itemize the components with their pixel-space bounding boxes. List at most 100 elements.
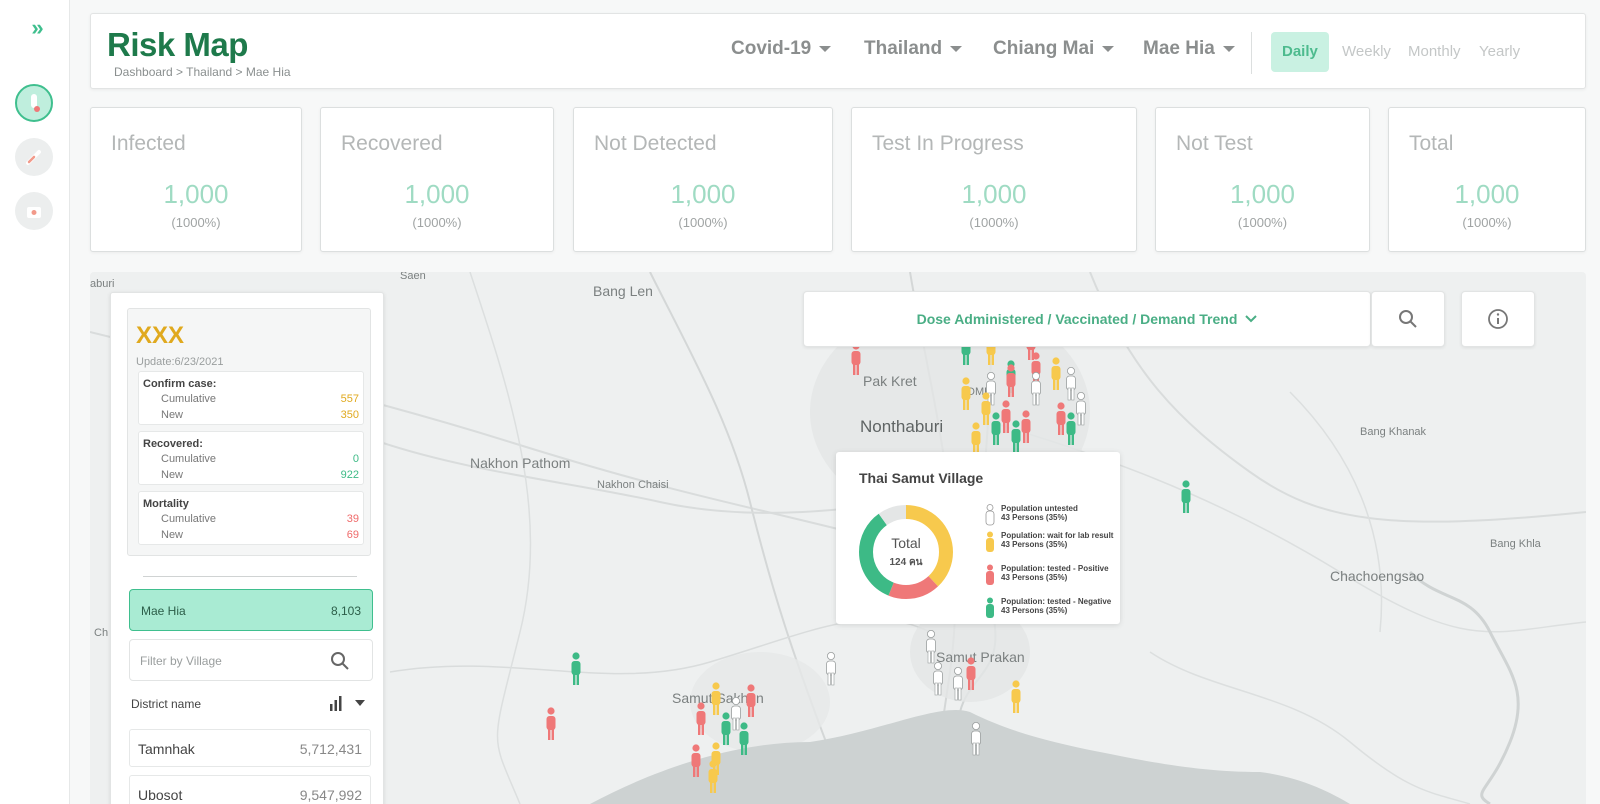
person-positive-marker[interactable] bbox=[745, 684, 757, 723]
person-waiting-marker[interactable] bbox=[1050, 357, 1062, 396]
person-untested-marker[interactable] bbox=[970, 722, 982, 761]
person-untested-marker[interactable] bbox=[825, 652, 837, 691]
stat-percent: (1000%) bbox=[678, 215, 728, 230]
selected-district-row[interactable]: Mae Hia 8,103 bbox=[129, 589, 373, 631]
stat-card-test-in-progress[interactable]: Test In Progress 1,000 (1000%) bbox=[851, 107, 1137, 252]
map-place-label: Nakhon Pathom bbox=[470, 455, 571, 471]
district-summary-name: XXX bbox=[136, 322, 185, 349]
person-waiting-marker[interactable] bbox=[1010, 680, 1022, 719]
map-place-label: Nakhon Chaisi bbox=[597, 479, 669, 491]
person-negative-marker[interactable] bbox=[990, 412, 1002, 451]
person-positive-icon bbox=[986, 564, 994, 585]
stat-label: Recovered bbox=[341, 132, 443, 155]
legend-line2: 43 Persons (35%) bbox=[1001, 540, 1068, 549]
disease-dropdown-label: Covid-19 bbox=[731, 38, 812, 59]
bar-chart-icon[interactable] bbox=[329, 695, 343, 711]
confirm-case-group: Confirm case: Cumulative 557 New 350 bbox=[138, 371, 364, 425]
rail-button-medical[interactable] bbox=[15, 192, 53, 230]
person-positive-marker[interactable] bbox=[965, 657, 977, 696]
period-monthly[interactable]: Monthly bbox=[1408, 43, 1461, 60]
stat-percent: (1000%) bbox=[1462, 215, 1512, 230]
person-waiting-marker[interactable] bbox=[970, 422, 982, 461]
update-date: Update:6/23/2021 bbox=[136, 356, 224, 368]
person-waiting-marker[interactable] bbox=[710, 682, 722, 721]
chevron-down-icon bbox=[950, 46, 963, 52]
row-label: New bbox=[161, 409, 184, 421]
left-rail: » bbox=[0, 0, 70, 804]
person-negative-icon bbox=[986, 597, 994, 618]
stat-card-not-test[interactable]: Not Test 1,000 (1000%) bbox=[1155, 107, 1370, 252]
chevron-down-icon bbox=[1222, 46, 1235, 52]
person-positive-marker[interactable] bbox=[1055, 402, 1067, 441]
village-popup: Thai Samut Village Total 124 คน Populati… bbox=[836, 452, 1120, 624]
stat-card-infected[interactable]: Infected 1,000 (1000%) bbox=[90, 107, 302, 252]
map-place-label: aburi bbox=[90, 278, 115, 290]
period-yearly[interactable]: Yearly bbox=[1479, 43, 1521, 60]
person-untested-marker[interactable] bbox=[952, 667, 964, 706]
country-dropdown[interactable]: Thailand bbox=[864, 38, 963, 60]
person-positive-marker[interactable] bbox=[1005, 364, 1017, 403]
person-untested-marker[interactable] bbox=[1065, 367, 1077, 406]
person-untested-marker[interactable] bbox=[1030, 372, 1042, 411]
map-place-label: Samut Prakan bbox=[936, 649, 1025, 665]
person-waiting-marker[interactable] bbox=[980, 392, 992, 431]
rail-button-covid[interactable] bbox=[15, 84, 53, 122]
stat-label: Not Detected bbox=[594, 132, 717, 155]
province-dropdown[interactable]: Chiang Mai bbox=[993, 38, 1115, 60]
legend-line1: Population: tested - Positive bbox=[1001, 564, 1109, 573]
person-waiting-marker[interactable] bbox=[707, 760, 719, 799]
map-info-button[interactable] bbox=[1461, 291, 1535, 347]
person-positive-marker[interactable] bbox=[690, 744, 702, 783]
row-value: 39 bbox=[346, 513, 359, 525]
test-tube-icon bbox=[31, 94, 40, 112]
person-positive-marker[interactable] bbox=[545, 707, 557, 746]
district-list-item[interactable]: Ubosot 9,547,992 bbox=[129, 775, 371, 804]
row-label: Cumulative bbox=[161, 393, 217, 405]
ring-segment-positive bbox=[859, 505, 953, 599]
map-search-button[interactable] bbox=[1371, 291, 1445, 347]
person-negative-marker[interactable] bbox=[720, 712, 732, 751]
person-untested-marker[interactable] bbox=[1075, 392, 1087, 431]
panel-divider bbox=[143, 576, 357, 577]
search-icon[interactable] bbox=[330, 651, 350, 671]
district-dropdown[interactable]: Mae Hia bbox=[1143, 38, 1235, 60]
person-waiting-icon bbox=[986, 531, 994, 552]
breadcrumb: Dashboard > Thailand > Mae Hia bbox=[114, 65, 291, 79]
map-place-label: Bang Khla bbox=[1490, 538, 1541, 550]
person-negative-marker[interactable] bbox=[1065, 412, 1077, 451]
stat-label: Total bbox=[1409, 132, 1454, 155]
period-daily[interactable]: Daily bbox=[1271, 32, 1329, 72]
person-untested-marker[interactable] bbox=[730, 697, 742, 736]
person-positive-marker[interactable] bbox=[1000, 400, 1012, 439]
stat-label: Not Test bbox=[1176, 132, 1253, 155]
stat-value: 1,000 bbox=[1454, 179, 1520, 209]
person-negative-marker[interactable] bbox=[570, 652, 582, 691]
person-positive-marker[interactable] bbox=[1020, 410, 1032, 449]
disease-dropdown[interactable]: Covid-19 bbox=[731, 38, 832, 60]
person-untested-marker[interactable] bbox=[932, 662, 944, 701]
stat-card-not-detected[interactable]: Not Detected 1,000 (1000%) bbox=[573, 107, 833, 252]
person-negative-marker[interactable] bbox=[1180, 480, 1192, 519]
sort-dropdown-icon[interactable] bbox=[355, 700, 365, 706]
person-negative-marker[interactable] bbox=[738, 722, 750, 761]
legend-line1: Population untested bbox=[1001, 504, 1078, 513]
expand-rail-icon[interactable]: » bbox=[31, 15, 43, 40]
stat-card-recovered[interactable]: Recovered 1,000 (1000%) bbox=[320, 107, 554, 252]
period-weekly[interactable]: Weekly bbox=[1342, 43, 1391, 60]
legend-line2: 43 Persons (35%) bbox=[1001, 513, 1068, 522]
person-waiting-marker[interactable] bbox=[960, 377, 972, 416]
person-positive-marker[interactable] bbox=[695, 702, 707, 741]
person-untested-marker[interactable] bbox=[985, 372, 997, 411]
risk-map[interactable]: Saen Bang Len Pak Kret Nonthaburi Nakhon… bbox=[90, 272, 1586, 804]
stat-card-total[interactable]: Total 1,000 (1000%) bbox=[1388, 107, 1586, 252]
stat-percent: (1000%) bbox=[969, 215, 1019, 230]
person-negative-marker[interactable] bbox=[1010, 420, 1022, 459]
district-list-header: District name bbox=[131, 695, 371, 717]
person-untested-marker[interactable] bbox=[925, 630, 937, 669]
district-list-item[interactable]: Tamnhak 5,712,431 bbox=[129, 729, 371, 767]
person-positive-marker[interactable] bbox=[850, 342, 862, 381]
trend-selector-dropdown[interactable]: Dose Administered / Vaccinated / Demand … bbox=[803, 291, 1371, 347]
rail-button-vaccine[interactable] bbox=[15, 138, 53, 176]
village-filter-input[interactable] bbox=[140, 651, 320, 671]
page-header: Risk Map Dashboard > Thailand > Mae Hia … bbox=[90, 13, 1586, 89]
